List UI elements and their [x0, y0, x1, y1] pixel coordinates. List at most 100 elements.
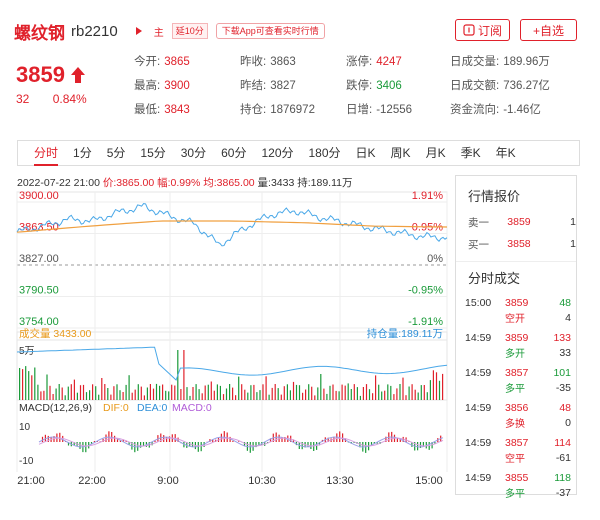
tab-1[interactable]: 1分 [73, 146, 92, 160]
tick-oi-change: -61 [555, 451, 571, 464]
macd-bar [166, 436, 168, 442]
volume-bar [73, 379, 75, 400]
volume-bar [408, 386, 410, 400]
macd-bar [281, 437, 283, 442]
macd-bar [327, 437, 329, 442]
tick-row: 14:59 3855 118 多平 -37 [456, 470, 576, 501]
tab-7[interactable]: 180分 [308, 146, 341, 160]
up-arrow-icon [70, 67, 85, 83]
macd-bar [197, 442, 199, 452]
stat-value: 3843 [164, 104, 190, 116]
macd-bar [232, 440, 234, 442]
quote-stats: 今开: 3865 昨收: 3863 涨停: 4247 日成交量: 189.96万 最高: 3900… [134, 54, 570, 118]
volume-bar [378, 384, 380, 400]
volume-bar [40, 391, 42, 400]
macd-bar [96, 441, 98, 442]
subscribe-button[interactable]: 订阅 [455, 19, 510, 41]
ob-price: 3859 [507, 216, 531, 228]
volume-bar [298, 385, 301, 400]
tab-2[interactable]: 5分 [106, 146, 126, 160]
volume-bar [79, 385, 82, 400]
play-icon[interactable] [135, 27, 142, 35]
tab-9[interactable]: 周K [390, 146, 411, 160]
volume-bar [180, 389, 182, 400]
tick-time: 14:59 [465, 436, 492, 449]
stock-header: 螺纹钢 rb2210 主 延10分 下载App可查看实时行情 [14, 18, 325, 44]
add-watchlist-button[interactable]: +自选 [520, 19, 577, 41]
tab-4[interactable]: 30分 [180, 146, 207, 160]
intraday-chart[interactable]: 3900.00 1.91%3863.50 0.95%3827.00 0%3790.50… [0, 180, 452, 490]
stat-label: 昨收: [240, 56, 267, 68]
volume-bar [405, 395, 407, 400]
volume-bar [143, 395, 145, 400]
tick-row: 14:59 3856 48 多换 0 [456, 400, 576, 431]
volume-bar [332, 384, 334, 400]
volume-bar [329, 385, 331, 400]
time-axis-label: 21:00 [17, 475, 45, 487]
pct-tick-label: 0% [427, 253, 443, 265]
volume-bar [274, 384, 276, 400]
tick-volume: 133 [553, 331, 571, 344]
time-axis-label: 22:00 [78, 475, 106, 487]
macd-bar [411, 442, 413, 447]
volume-bar [277, 388, 279, 400]
tab-6[interactable]: 120分 [261, 146, 294, 160]
info-pct: 幅:0.99% [157, 177, 201, 189]
info-price: 价:3865.00 [102, 177, 155, 189]
tab-5[interactable]: 60分 [221, 146, 247, 160]
volume-bar [347, 383, 349, 400]
volume-bar [134, 389, 136, 400]
volume-bar [247, 392, 249, 400]
time-axis-label: 13:30 [326, 475, 354, 487]
volume-bar [219, 385, 221, 400]
tab-12[interactable]: 年K [495, 146, 516, 160]
tick-time: 14:59 [465, 471, 492, 484]
volume-bar [238, 376, 240, 400]
macd-bar [163, 435, 165, 442]
volume-bar [67, 386, 69, 400]
macd-bar [434, 442, 436, 444]
download-app-link[interactable]: 下载App可查看实时行情 [215, 23, 325, 39]
volume-bar [128, 375, 130, 400]
ob-qty: 1 [570, 216, 576, 228]
pct-tick-label: -1.91% [408, 316, 443, 328]
macd-bar [200, 442, 202, 452]
stat-value: 3827 [270, 80, 296, 92]
period-tabs: 分时 1分 5分 15分 30分 60分 120分 180分 日K 周K 月K 季K 年K [17, 140, 580, 166]
volume-bar [204, 385, 206, 400]
dif-line [38, 436, 444, 448]
volume-bar [262, 384, 264, 400]
tab-0[interactable]: 分时 [34, 141, 59, 166]
tab-3[interactable]: 15分 [140, 146, 166, 160]
tick-price: 3857 [505, 436, 529, 449]
volume-bar [384, 390, 386, 400]
macd-bar [90, 442, 93, 444]
tab-11[interactable]: 季K [460, 146, 481, 160]
stat-item: 涨停: 4247 [346, 54, 450, 70]
macd-bar [122, 439, 124, 442]
macd-bar [318, 442, 321, 446]
volume-bar [229, 384, 231, 400]
volume-bar [61, 387, 63, 400]
stat-label: 日成交量: [450, 56, 500, 68]
macd-ytick: -10 [19, 456, 34, 467]
volume-bar [417, 392, 419, 400]
volume-bar [192, 387, 194, 400]
open-interest-line [16, 346, 448, 381]
tick-type: 多平 [505, 489, 525, 500]
volume-bar [393, 394, 395, 400]
ob-price: 3858 [507, 238, 531, 250]
macd-bar [385, 436, 387, 442]
stat-value: 3863 [270, 56, 296, 68]
contract-name: 螺纹钢 [14, 23, 65, 43]
tab-8[interactable]: 日K [355, 146, 376, 160]
tick-price: 3855 [505, 471, 529, 484]
tab-10[interactable]: 月K [425, 146, 446, 160]
stat-label: 最低: [134, 104, 161, 116]
volume-bar [201, 393, 203, 400]
stat-value: 4247 [376, 56, 402, 68]
tick-volume: 101 [553, 366, 571, 379]
volume-bar [210, 381, 212, 400]
volume-bar [256, 392, 258, 400]
macd-bar [229, 436, 231, 442]
